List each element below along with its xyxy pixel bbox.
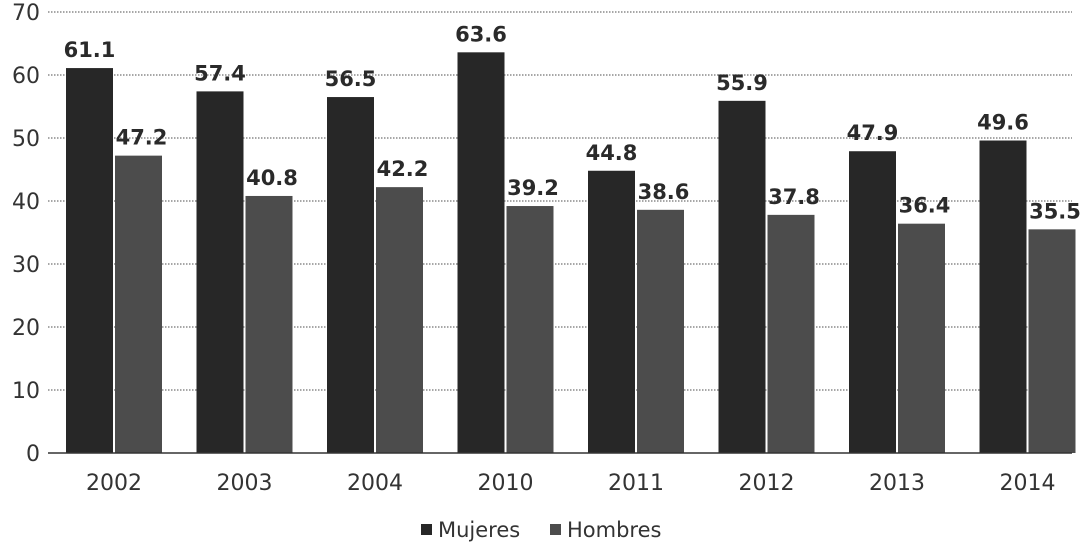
y-tick-label: 0 <box>26 442 40 467</box>
x-tick-label: 2013 <box>869 471 925 496</box>
data-label: 44.8 <box>586 141 638 165</box>
bar-hombres-2003 <box>245 195 293 453</box>
y-tick-label: 10 <box>12 379 40 404</box>
bar-hombres-2004 <box>376 187 423 453</box>
x-axis: 2002 2003 2004 2010 2011 2012 2013 2014 <box>48 452 1072 496</box>
x-tick-label: 2003 <box>217 471 273 496</box>
x-tick-label: 2012 <box>739 471 795 496</box>
bar-hombres-2014 <box>1028 229 1076 453</box>
data-label: 57.4 <box>194 61 246 85</box>
data-label: 55.9 <box>716 71 768 95</box>
bar-hombres-2010 <box>506 206 554 453</box>
bar-hombres-2012 <box>767 214 815 453</box>
legend: Mujeres Hombres <box>421 518 661 542</box>
data-label: 40.8 <box>246 166 298 190</box>
data-label: 56.5 <box>325 67 377 91</box>
bar-mujeres-2010 <box>457 52 505 453</box>
bar-mujeres-2012 <box>718 100 766 453</box>
x-tick-label: 2004 <box>347 471 403 496</box>
data-label: 42.2 <box>377 157 429 181</box>
data-label: 39.2 <box>507 176 559 200</box>
legend-swatch-mujeres <box>421 524 432 535</box>
bar-mujeres-2004 <box>327 97 374 454</box>
data-labels: 61.1 57.4 56.5 63.6 44.8 55.9 47.9 49.6 47.2 40.8… <box>64 22 1081 223</box>
data-label: 37.8 <box>768 185 820 209</box>
data-label: 49.6 <box>977 111 1029 135</box>
y-tick-label: 40 <box>12 190 40 215</box>
bar-mujeres-2003 <box>196 91 244 453</box>
x-tick-label: 2010 <box>478 471 534 496</box>
y-tick-label: 60 <box>12 64 40 89</box>
x-tick-label: 2002 <box>86 471 142 496</box>
bar-mujeres-2002 <box>66 68 113 453</box>
x-tick-label: 2011 <box>608 471 664 496</box>
data-label: 61.1 <box>64 38 116 62</box>
bar-mujeres-2011 <box>588 170 635 453</box>
data-label: 38.6 <box>638 180 690 204</box>
y-tick-label: 70 <box>12 1 40 26</box>
bar-hombres-2011 <box>637 209 684 453</box>
y-tick-label: 30 <box>12 253 40 278</box>
bar-mujeres-2014 <box>979 140 1027 453</box>
bar-hombres-2002 <box>115 155 162 453</box>
data-label: 47.2 <box>116 126 168 150</box>
bar-hombres-2013 <box>898 223 945 453</box>
legend-label-hombres: Hombres <box>567 518 661 542</box>
data-label: 35.5 <box>1029 199 1081 223</box>
y-tick-label: 50 <box>12 127 40 152</box>
data-label: 36.4 <box>899 194 951 218</box>
data-label: 63.6 <box>455 22 507 46</box>
legend-label-mujeres: Mujeres <box>438 518 520 542</box>
x-tick-label: 2014 <box>1000 471 1056 496</box>
y-axis: 0 10 20 30 40 50 60 70 <box>12 1 40 467</box>
data-label: 47.9 <box>847 121 899 145</box>
bars <box>66 52 1076 454</box>
legend-swatch-hombres <box>550 524 561 535</box>
bar-mujeres-2013 <box>849 151 896 454</box>
y-tick-label: 20 <box>12 316 40 341</box>
